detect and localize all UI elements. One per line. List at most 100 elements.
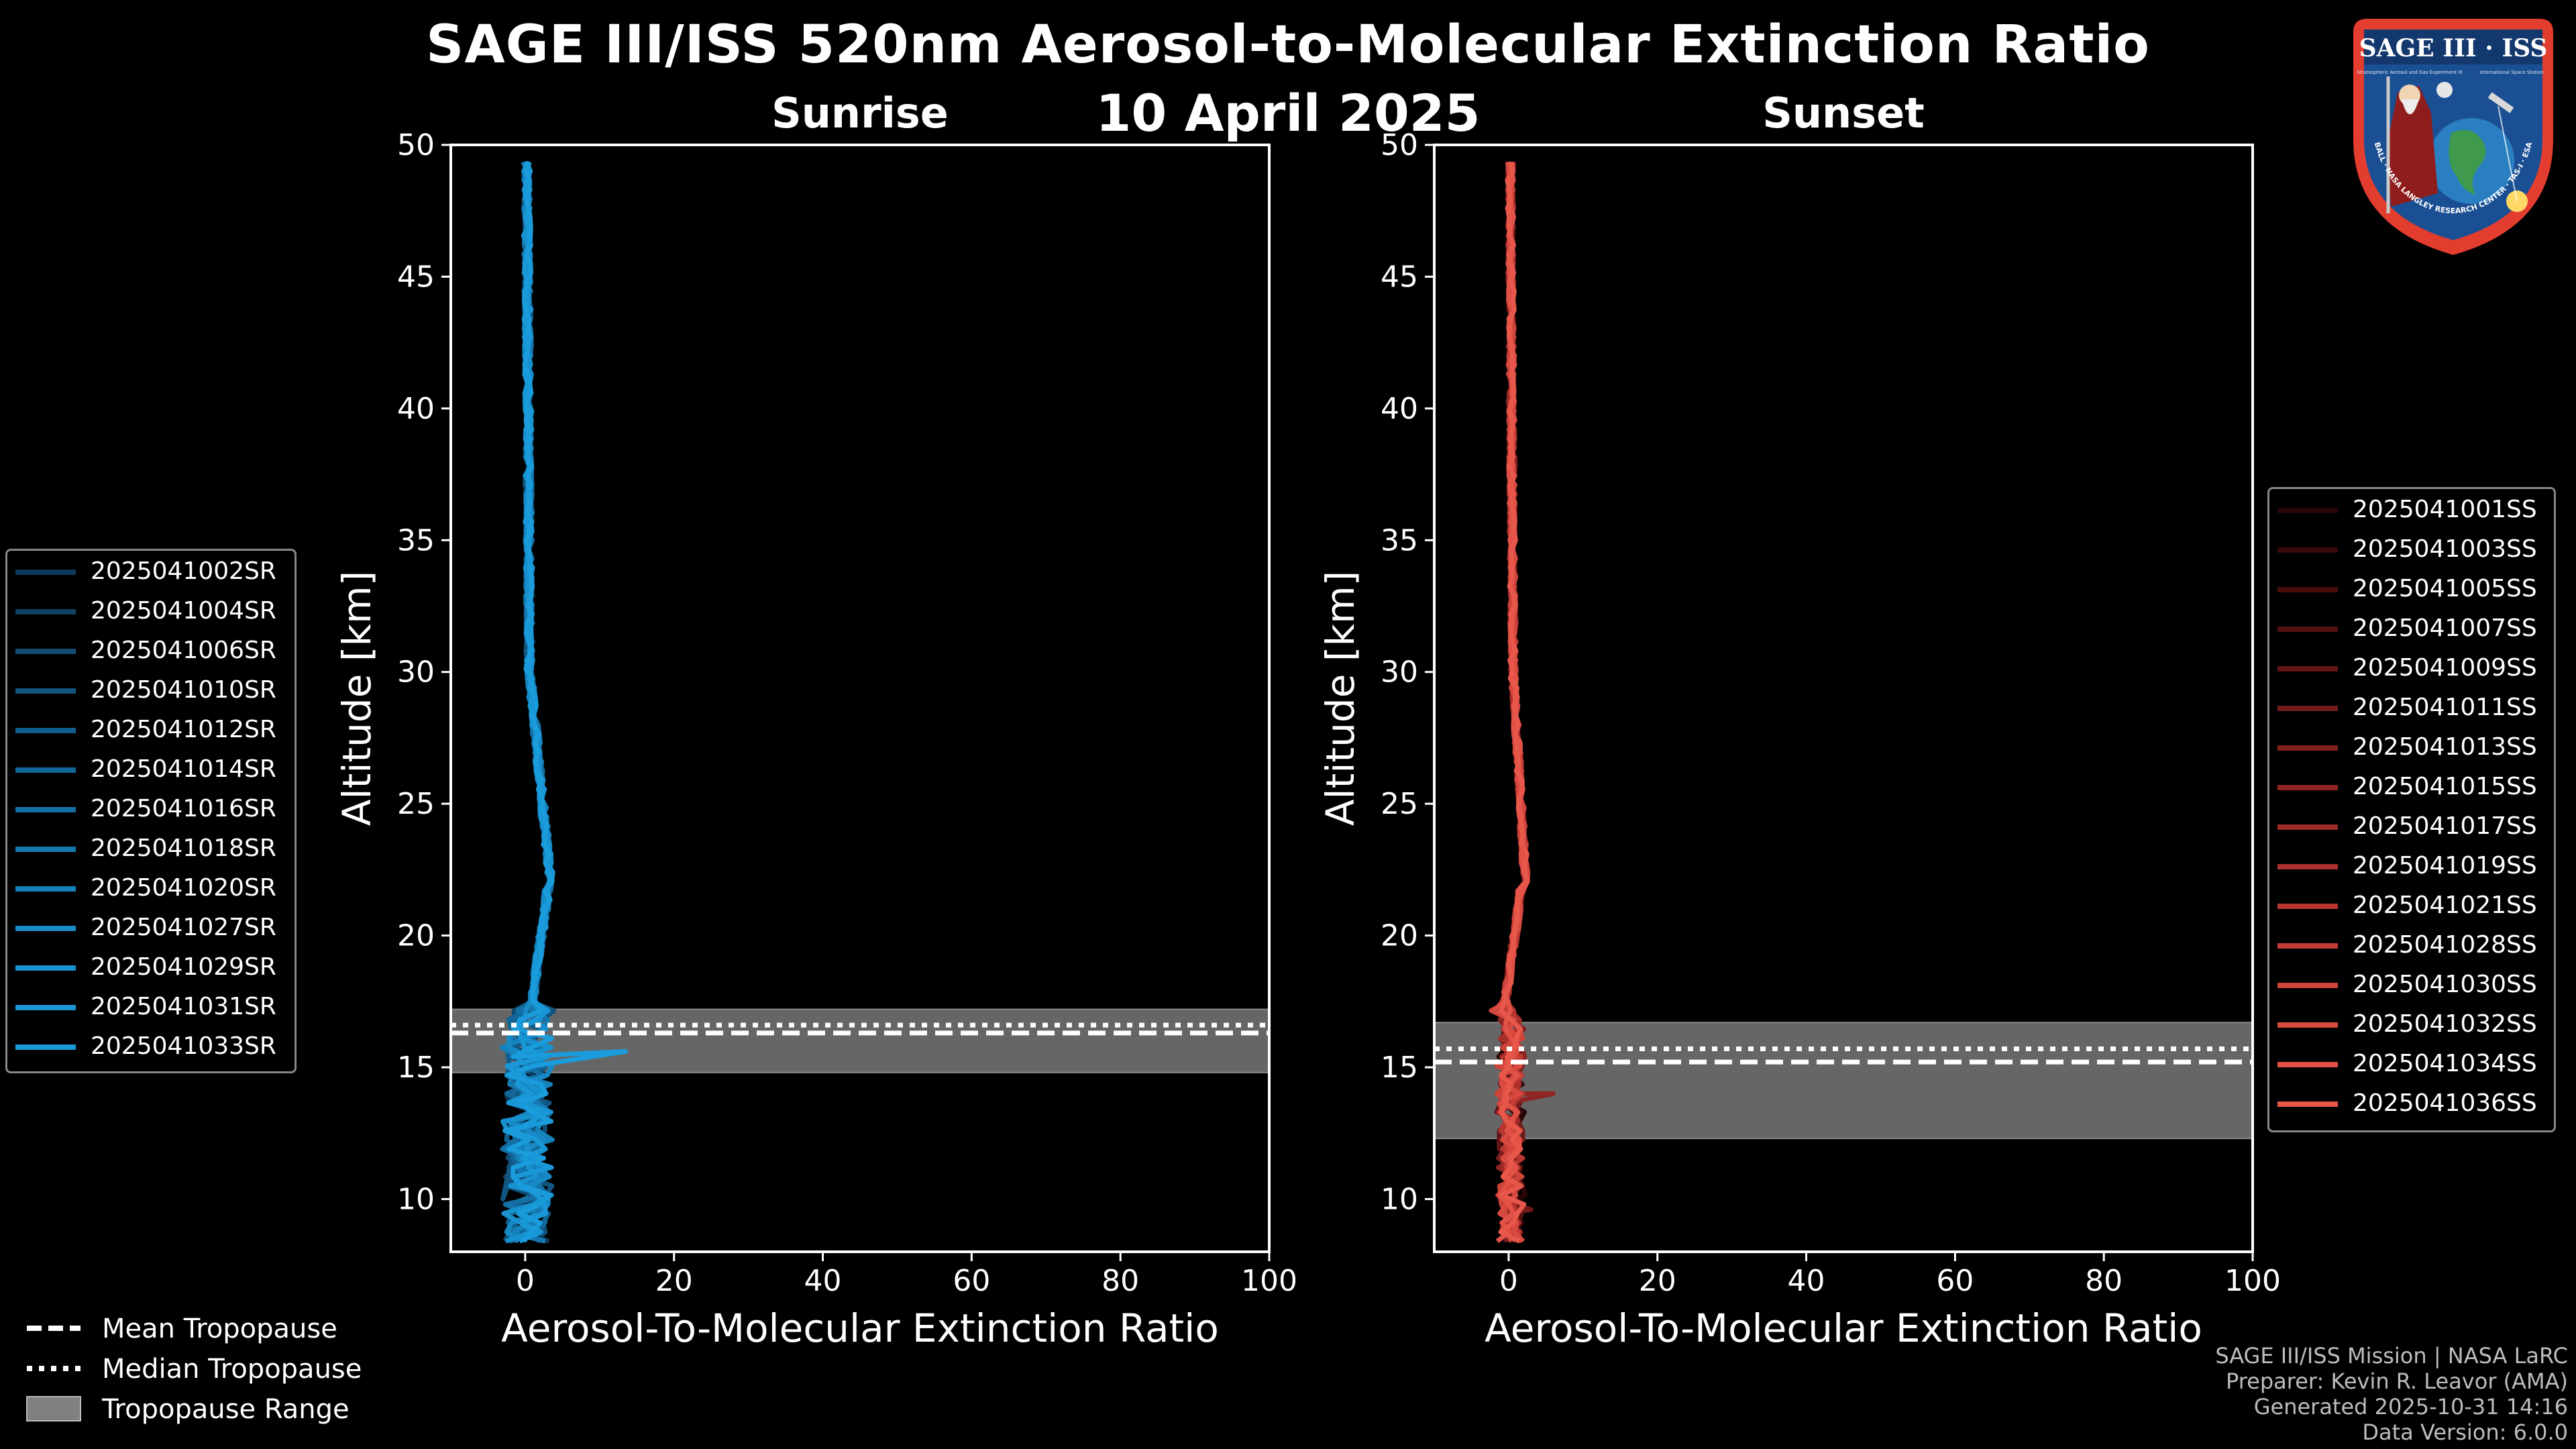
- sunset-y-tick-label: 50: [1381, 128, 1418, 162]
- sunrise-x-tick-label: 20: [655, 1264, 693, 1298]
- sunrise-y-tick-label: 15: [397, 1051, 435, 1085]
- sunset-legend-entry: 2025041013SS: [2277, 733, 2537, 761]
- footer-version: Data Version: 6.0.0: [2362, 1419, 2568, 1445]
- sunrise-profile-2025041033SR: [502, 161, 629, 1243]
- sunset-legend-entry: 2025041019SS: [2277, 852, 2537, 879]
- logo-sub-right: International Space Station: [2479, 70, 2543, 75]
- sunset-legend-swatch: [2277, 1022, 2338, 1028]
- sunrise-legend-label: 2025041033SR: [91, 1032, 276, 1060]
- sunrise-x-tick-label: 0: [516, 1264, 535, 1298]
- sunrise-legend-label: 2025041012SR: [91, 716, 276, 743]
- sunset-x-tick-label: 20: [1639, 1264, 1676, 1298]
- sunrise-y-axis-label: Altitude [km]: [334, 571, 380, 826]
- sunrise-y-tick-label: 20: [397, 919, 435, 953]
- chart-date: 10 April 2025: [1095, 83, 1481, 143]
- sunset-legend-label: 2025041005SS: [2353, 575, 2537, 602]
- sunrise-y-tick-label: 25: [397, 787, 435, 821]
- sunrise-x-axis-label: Aerosol-To-Molecular Extinction Ratio: [501, 1305, 1219, 1351]
- sunset-legend-entry: 2025041017SS: [2277, 812, 2537, 840]
- tropopause-legend: Mean Tropopause Median Tropopause Tropop…: [20, 1308, 396, 1429]
- sunrise-x-tick-label: 80: [1102, 1264, 1139, 1298]
- sunset-y-tick-label: 10: [1381, 1182, 1418, 1216]
- sunrise-legend-entry: 2025041004SR: [15, 597, 276, 625]
- sunset-legend-swatch: [2277, 587, 2338, 592]
- sunset-legend-swatch: [2277, 943, 2338, 949]
- sunset-legend-swatch: [2277, 745, 2338, 751]
- sunrise-panel-title: Sunrise: [771, 89, 949, 138]
- sunset-legend-swatch: [2277, 864, 2338, 869]
- sunset-legend-swatch: [2277, 666, 2338, 672]
- sunrise-legend-swatch: [15, 688, 76, 694]
- sunrise-axes-frame: [449, 144, 1271, 1253]
- sunset-legend-entry: 2025041005SS: [2277, 575, 2537, 602]
- sunset-y-tick-label: 20: [1381, 919, 1418, 953]
- sunset-y-tick-label: 30: [1381, 655, 1418, 690]
- sunrise-y-tick-label: 50: [397, 128, 435, 162]
- logo-continent: [2449, 129, 2486, 195]
- sunset-legend-label: 2025041030SS: [2353, 971, 2537, 998]
- sunset-legend-label: 2025041032SS: [2353, 1010, 2537, 1038]
- sunrise-legend-label: 2025041014SR: [91, 755, 276, 783]
- sunset-legend-entry: 2025041007SS: [2277, 614, 2537, 642]
- sunset-legend-swatch: [2277, 904, 2338, 909]
- sunset-legend-label: 2025041009SS: [2353, 654, 2537, 682]
- sunset-y-tick-label: 40: [1381, 392, 1418, 426]
- sunset-legend: 2025041001SS 2025041003SS 2025041005SS 2025…: [2267, 487, 2556, 1132]
- sunset-legend-entry: 2025041036SS: [2277, 1089, 2537, 1117]
- logo-beam: [2498, 105, 2518, 202]
- sunset-legend-label: 2025041011SS: [2353, 694, 2537, 721]
- sunset-y-axis-label: Altitude [km]: [1318, 571, 1363, 826]
- sunset-profile-2025041036SS: [1498, 161, 1530, 1244]
- logo-top-text: SAGE III · ISS: [2359, 34, 2548, 62]
- tropopause-range-label: Tropopause Range: [102, 1394, 350, 1425]
- sunset-legend-swatch: [2277, 706, 2338, 711]
- footer-credits: SAGE III/ISS Mission | NASA LaRC Prepare…: [2215, 1343, 2568, 1445]
- logo-sub-left: Stratospheric Aerosol and Gas Experiment…: [2357, 70, 2462, 75]
- sunset-legend-swatch: [2277, 983, 2338, 988]
- sunrise-legend-label: 2025041020SR: [91, 874, 276, 902]
- sunset-legend-entry: 2025041021SS: [2277, 892, 2537, 919]
- sunset-y-tick-label: 35: [1381, 523, 1418, 557]
- sunset-legend-label: 2025041028SS: [2353, 931, 2537, 959]
- footer-preparer: Preparer: Kevin R. Leavor (AMA): [2225, 1368, 2568, 1394]
- logo-beard: [2402, 99, 2419, 115]
- sunrise-legend-swatch: [15, 926, 76, 931]
- sunrise-x-tick-label: 100: [1241, 1264, 1297, 1298]
- sunrise-legend-label: 2025041016SR: [91, 795, 276, 822]
- sunset-legend-label: 2025041017SS: [2353, 812, 2537, 840]
- sunrise-y-tick-label: 30: [397, 655, 435, 690]
- sunrise-legend-swatch: [15, 609, 76, 614]
- sunrise-legend-label: 2025041027SR: [91, 914, 276, 941]
- sunrise-x-tick-label: 40: [804, 1264, 842, 1298]
- sunrise-legend-swatch: [15, 965, 76, 971]
- sunset-legend-label: 2025041015SS: [2353, 773, 2537, 800]
- sunrise-legend-label: 2025041010SR: [91, 676, 276, 704]
- sunset-panel-title: Sunset: [1762, 89, 1925, 138]
- sunset-panel: 0 20 40 60 80 100 10 15 20 25 30 35 40 45 50 Aerosol-To…: [1318, 89, 2281, 1351]
- sunset-legend-label: 2025041019SS: [2353, 852, 2537, 879]
- sunrise-legend-label: 2025041031SR: [91, 993, 276, 1020]
- sunset-legend-label: 2025041021SS: [2353, 892, 2537, 919]
- sunset-legend-entry: 2025041030SS: [2277, 971, 2537, 998]
- sunset-legend-label: 2025041013SS: [2353, 733, 2537, 761]
- sunrise-legend-swatch: [15, 767, 76, 773]
- sunrise-legend-swatch: [15, 649, 76, 654]
- sunset-tropopause-range: [1434, 1022, 2253, 1140]
- sunset-legend-swatch: [2277, 1102, 2338, 1107]
- sunset-y-tick-label: 25: [1381, 787, 1418, 821]
- median-tropopause-label: Median Tropopause: [102, 1354, 362, 1385]
- sunrise-y-tick-label: 45: [397, 260, 435, 294]
- sunrise-legend-label: 2025041029SR: [91, 953, 276, 981]
- sunrise-y-tick-label: 40: [397, 392, 435, 426]
- sunset-x-tick-label: 100: [2224, 1264, 2281, 1298]
- logo-station: [2487, 92, 2514, 113]
- footer-generated: Generated 2025-10-31 14:16: [2253, 1394, 2568, 1419]
- sunrise-legend-entry: 2025041020SR: [15, 874, 276, 902]
- sunset-legend-label: 2025041007SS: [2353, 614, 2537, 642]
- sunset-legend-swatch: [2277, 824, 2338, 830]
- chart-title: SAGE III/ISS 520nm Aerosol-to-Molecular …: [426, 15, 2150, 75]
- sunrise-legend-label: 2025041002SR: [91, 557, 276, 585]
- sunrise-legend-swatch: [15, 847, 76, 852]
- sunset-legend-entry: 2025041011SS: [2277, 694, 2537, 721]
